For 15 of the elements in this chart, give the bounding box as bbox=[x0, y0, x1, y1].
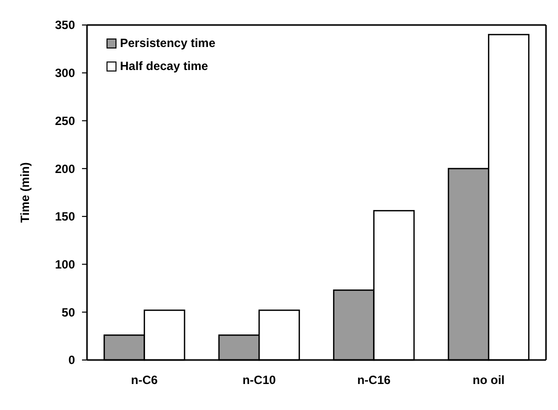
x-tick-label: n-C10 bbox=[242, 373, 276, 387]
y-tick-label: 350 bbox=[54, 18, 76, 32]
y-axis-title: Time (min) bbox=[18, 162, 32, 223]
y-tick-label: 200 bbox=[54, 162, 76, 176]
y-tick-label: 50 bbox=[62, 305, 76, 320]
x-tick-label: n-C6 bbox=[131, 373, 158, 387]
x-tick-label: n-C16 bbox=[357, 373, 391, 387]
legend-label: Persistency time bbox=[120, 36, 216, 50]
x-tick-label: no oil bbox=[472, 373, 505, 387]
legend-label: Half decay time bbox=[120, 59, 208, 74]
y-tick-label: 300 bbox=[54, 66, 76, 80]
y-tick-label: 250 bbox=[54, 114, 76, 128]
y-tick-label: 0 bbox=[68, 353, 76, 368]
y-tick-label: 150 bbox=[54, 210, 76, 224]
y-tick-label: 100 bbox=[54, 257, 76, 272]
